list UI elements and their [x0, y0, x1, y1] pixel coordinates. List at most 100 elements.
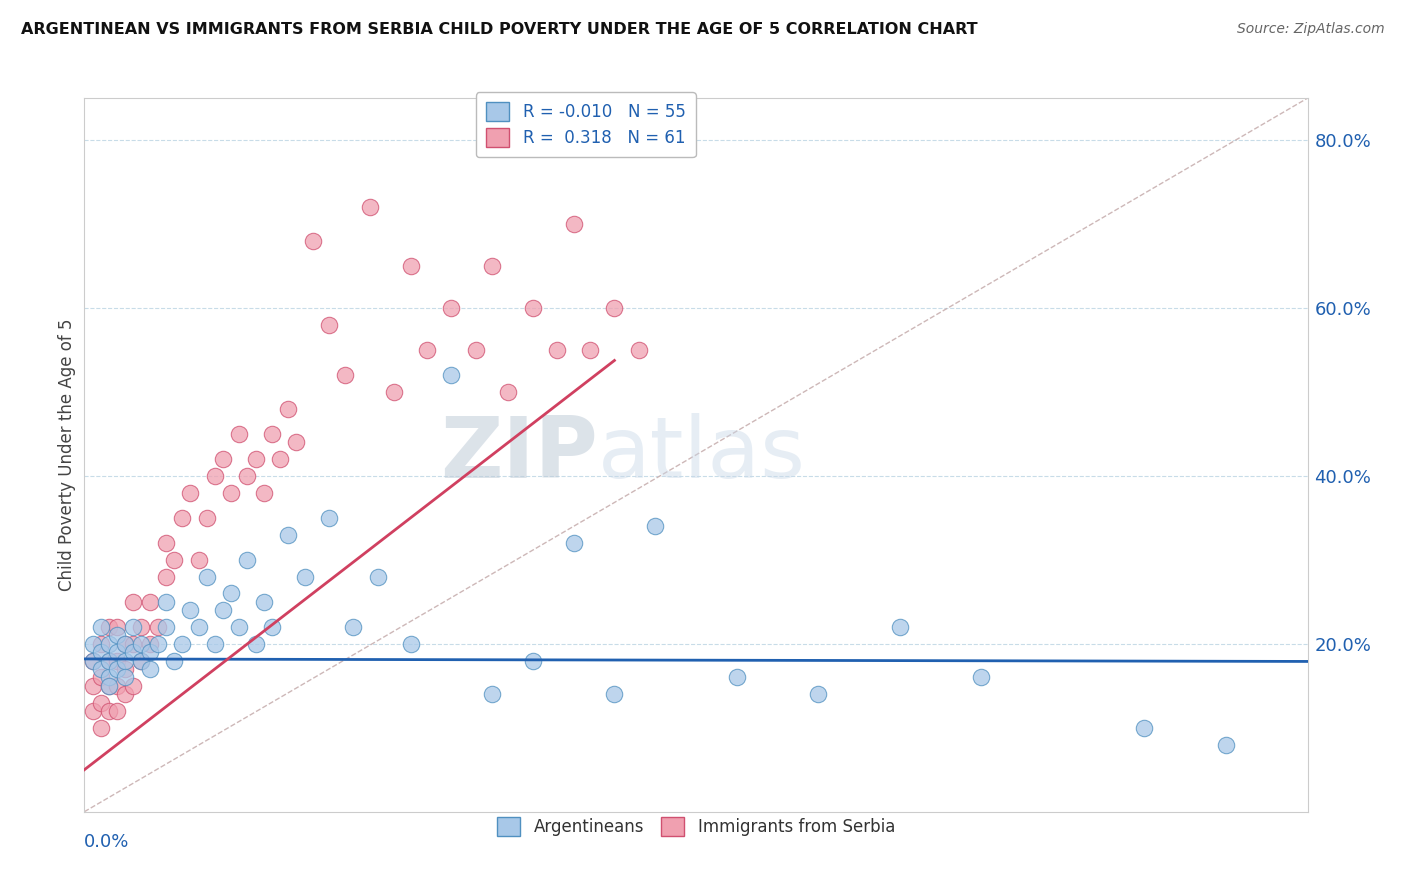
Point	[644, 519, 666, 533]
Point	[105, 679, 128, 693]
Point	[253, 485, 276, 500]
Point	[269, 452, 291, 467]
Point	[122, 595, 145, 609]
Point	[105, 645, 128, 659]
Point	[603, 301, 626, 315]
Point	[335, 368, 357, 383]
Point	[155, 536, 177, 550]
Point	[399, 259, 422, 273]
Point	[97, 704, 120, 718]
Point	[97, 654, 120, 668]
Point	[97, 670, 120, 684]
Legend: Argentineans, Immigrants from Serbia: Argentineans, Immigrants from Serbia	[491, 810, 901, 843]
Point	[1133, 721, 1156, 735]
Point	[105, 654, 128, 668]
Point	[562, 217, 585, 231]
Point	[97, 654, 120, 668]
Point	[138, 662, 160, 676]
Point	[122, 679, 145, 693]
Point	[522, 654, 544, 668]
Point	[318, 318, 340, 332]
Point	[138, 595, 160, 609]
Point	[236, 469, 259, 483]
Point	[889, 620, 911, 634]
Point	[90, 637, 112, 651]
Point	[481, 259, 503, 273]
Point	[122, 620, 145, 634]
Point	[155, 569, 177, 583]
Point	[318, 511, 340, 525]
Point	[464, 343, 486, 357]
Point	[277, 401, 299, 416]
Point	[90, 670, 112, 684]
Point	[105, 704, 128, 718]
Point	[97, 620, 120, 634]
Point	[440, 368, 463, 383]
Point	[179, 603, 201, 617]
Point	[105, 628, 128, 642]
Point	[260, 426, 283, 441]
Point	[131, 620, 153, 634]
Point	[579, 343, 602, 357]
Point	[498, 384, 520, 399]
Text: atlas: atlas	[598, 413, 806, 497]
Point	[90, 696, 112, 710]
Point	[195, 511, 218, 525]
Point	[228, 620, 250, 634]
Point	[97, 679, 120, 693]
Point	[562, 536, 585, 550]
Point	[285, 435, 308, 450]
Point	[253, 595, 276, 609]
Point	[212, 452, 235, 467]
Point	[90, 620, 112, 634]
Point	[236, 553, 259, 567]
Point	[82, 679, 104, 693]
Point	[627, 343, 650, 357]
Point	[163, 553, 186, 567]
Point	[301, 234, 323, 248]
Point	[90, 721, 112, 735]
Text: 0.0%: 0.0%	[84, 833, 129, 851]
Point	[277, 527, 299, 541]
Point	[105, 662, 128, 676]
Point	[359, 200, 381, 214]
Point	[131, 654, 153, 668]
Point	[138, 637, 160, 651]
Point	[82, 654, 104, 668]
Point	[122, 637, 145, 651]
Point	[245, 452, 267, 467]
Point	[172, 511, 194, 525]
Point	[163, 654, 186, 668]
Point	[172, 637, 194, 651]
Point	[82, 704, 104, 718]
Point	[522, 301, 544, 315]
Point	[440, 301, 463, 315]
Point	[416, 343, 439, 357]
Point	[204, 637, 226, 651]
Point	[1215, 738, 1237, 752]
Point	[399, 637, 422, 651]
Point	[970, 670, 993, 684]
Point	[90, 645, 112, 659]
Point	[114, 662, 136, 676]
Point	[114, 637, 136, 651]
Point	[187, 620, 209, 634]
Point	[131, 654, 153, 668]
Point	[219, 586, 242, 600]
Point	[122, 645, 145, 659]
Point	[245, 637, 267, 651]
Point	[114, 687, 136, 701]
Point	[294, 569, 316, 583]
Point	[807, 687, 830, 701]
Point	[114, 637, 136, 651]
Point	[90, 662, 112, 676]
Text: Source: ZipAtlas.com: Source: ZipAtlas.com	[1237, 22, 1385, 37]
Point	[342, 620, 364, 634]
Point	[82, 637, 104, 651]
Point	[155, 595, 177, 609]
Point	[204, 469, 226, 483]
Point	[212, 603, 235, 617]
Point	[481, 687, 503, 701]
Point	[138, 645, 160, 659]
Point	[195, 569, 218, 583]
